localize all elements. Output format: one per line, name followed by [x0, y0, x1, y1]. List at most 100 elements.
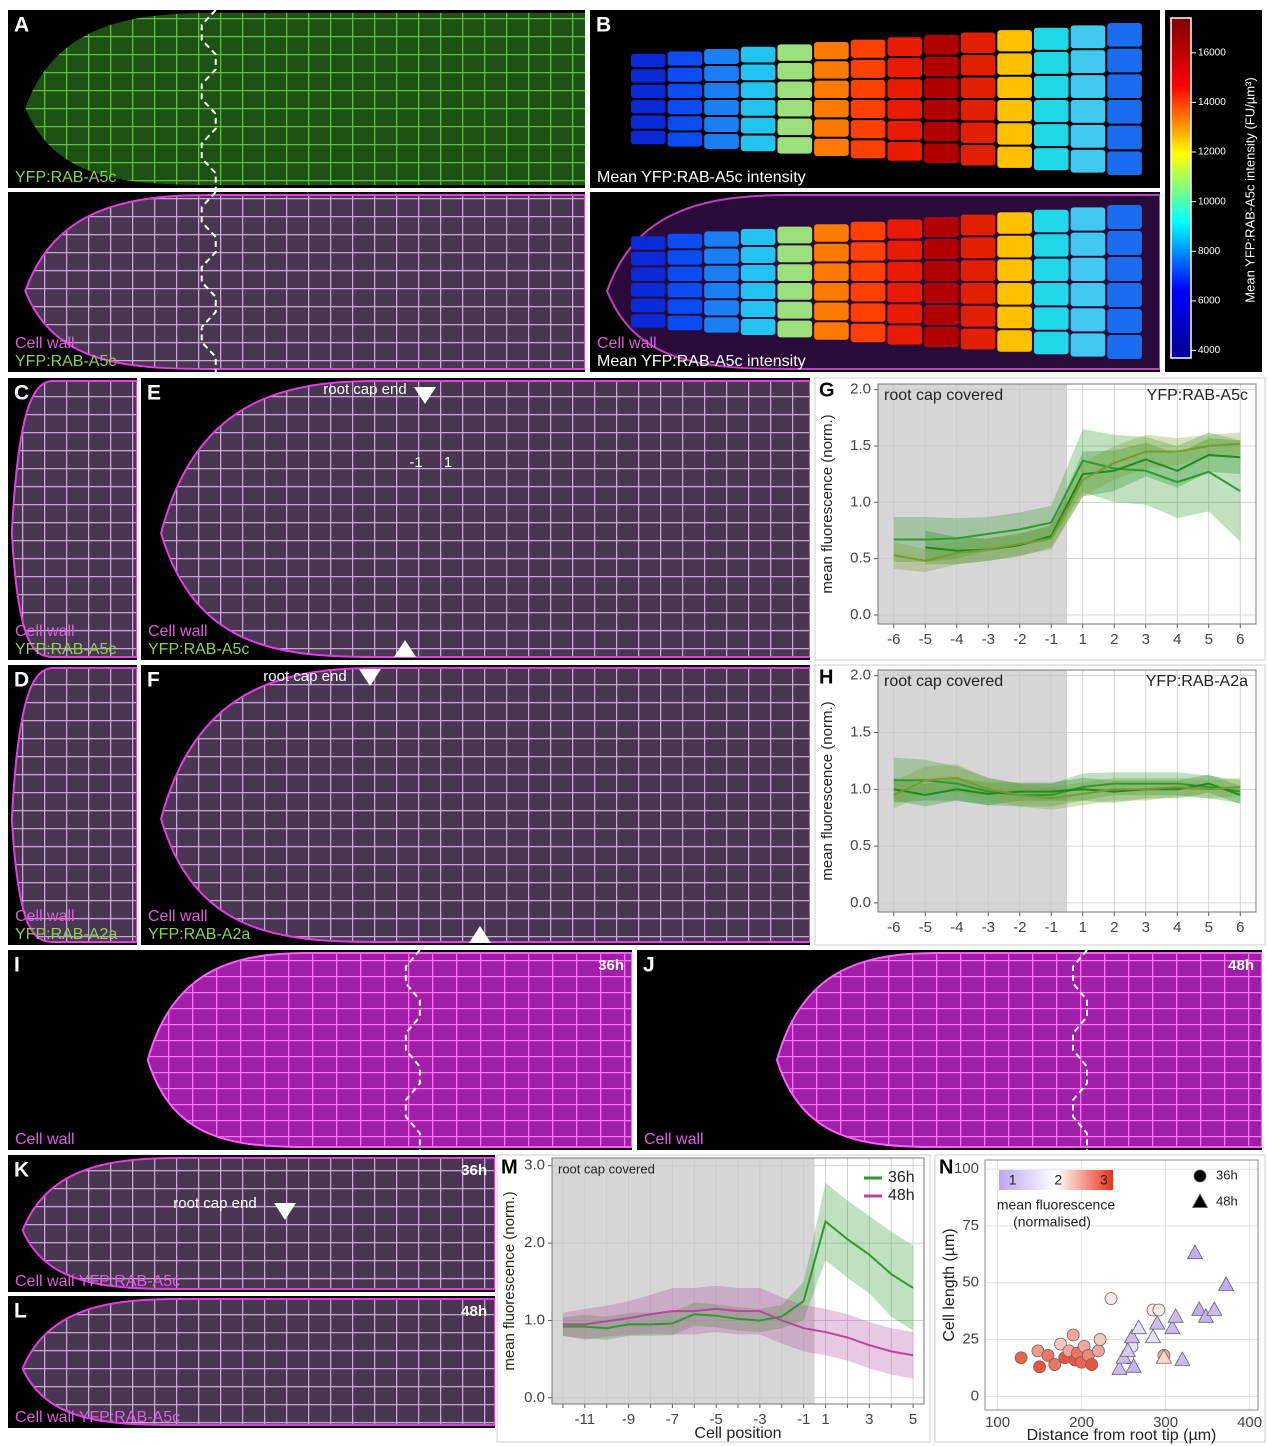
channel-label: Mean YFP:RAB-A5c intensity	[597, 169, 806, 186]
y-axis-title: mean fluorescence (norm.)	[819, 414, 836, 593]
point	[1085, 1358, 1099, 1371]
color-scale-tick-label: 1	[1009, 1172, 1017, 1188]
cell	[1107, 283, 1142, 307]
cell	[630, 84, 666, 98]
cell	[814, 80, 849, 98]
cell	[924, 261, 959, 281]
cell	[850, 283, 886, 302]
cell	[630, 298, 666, 313]
cell	[997, 212, 1032, 234]
annotation: -1	[409, 454, 422, 471]
y-tick-label: 0.5	[850, 550, 871, 567]
channel-label: Cell wall	[15, 335, 75, 352]
cell	[777, 44, 813, 61]
cell	[814, 283, 849, 301]
arrowhead	[469, 926, 491, 943]
x-tick-label: -1	[1045, 919, 1058, 936]
y-axis-title: Cell length (µm)	[941, 1228, 958, 1341]
point	[1191, 1301, 1208, 1316]
channel-label: YFP:RAB-A5c	[15, 353, 116, 370]
cell	[740, 82, 776, 98]
annotation: root cap covered	[558, 1161, 655, 1176]
cell	[850, 120, 886, 139]
panel-letter: L	[14, 1300, 27, 1323]
cell	[1070, 149, 1106, 173]
point	[1048, 1358, 1062, 1371]
cell	[740, 265, 776, 281]
cell	[960, 283, 996, 304]
cell	[1033, 148, 1069, 171]
y-axis-title: mean fluorescence (norm.)	[819, 701, 836, 880]
y-tick-label: 1.5	[850, 437, 871, 454]
x-tick-label: -2	[1013, 631, 1026, 648]
cell	[740, 135, 776, 152]
cell	[997, 146, 1032, 168]
point	[1130, 1319, 1147, 1335]
colorbar-title: Mean YFP:RAB-A5c intensity (FU/µm³)	[1242, 77, 1257, 302]
cell	[924, 239, 959, 259]
cell	[997, 330, 1032, 352]
tissue	[10, 380, 137, 658]
cell	[850, 59, 886, 78]
point	[1054, 1337, 1067, 1351]
color-scale-tick-label: 3	[1100, 1172, 1108, 1188]
cell	[960, 328, 996, 350]
cell	[814, 61, 849, 79]
series-line	[562, 1219, 914, 1330]
series-line	[893, 459, 1241, 541]
cell	[960, 32, 996, 53]
cell	[814, 100, 849, 118]
cell	[777, 320, 813, 338]
cell	[1033, 331, 1069, 355]
x-tick-label: -5	[919, 919, 932, 936]
colorbar-tick-label: 10000	[1198, 196, 1226, 207]
cell	[740, 46, 776, 63]
cell	[960, 77, 996, 98]
x-tick-label: 5	[909, 1411, 917, 1428]
panel-letter: B	[596, 14, 611, 37]
tissue	[160, 380, 810, 658]
x-tick-label: 5	[1205, 919, 1213, 936]
cell	[814, 138, 849, 157]
cell	[1070, 75, 1106, 98]
color-scale-tick-label: 2	[1054, 1172, 1062, 1188]
arrowhead	[359, 669, 381, 686]
channel-label: Cell wall	[644, 1131, 704, 1148]
cell	[630, 100, 666, 114]
channel-label: YFP:RAB-A2a	[148, 926, 250, 943]
cell	[740, 117, 776, 134]
x-tick-label: 3	[865, 1411, 873, 1428]
point	[1217, 1276, 1235, 1291]
x-tick-label: -6	[887, 631, 900, 648]
cell	[887, 100, 923, 119]
cell	[1033, 283, 1069, 306]
x-tick-label: 6	[1236, 919, 1244, 936]
cell	[1033, 307, 1069, 330]
plot-border	[877, 383, 1257, 625]
cell	[1070, 333, 1106, 357]
time-label: 36h	[598, 957, 624, 974]
cell	[887, 304, 923, 324]
cell	[630, 130, 666, 145]
y-tick-label: 2.0	[850, 381, 871, 398]
error-ribbon	[893, 432, 1241, 573]
arrowhead	[394, 640, 416, 657]
plot-border	[551, 1157, 925, 1405]
cell	[997, 100, 1032, 122]
cell	[850, 140, 886, 159]
image-panel: A YFP:RAB-A5c	[8, 10, 585, 188]
point	[1093, 1333, 1107, 1346]
cell	[997, 76, 1032, 98]
cell	[1107, 125, 1142, 150]
cell	[667, 233, 703, 249]
x-tick-label: 300	[1153, 1414, 1178, 1431]
cell	[667, 283, 703, 298]
cell	[704, 49, 739, 65]
colorbar-tick-label: 12000	[1198, 147, 1226, 158]
cell	[960, 145, 996, 166]
cell	[960, 122, 996, 144]
x-tick-label: 100	[985, 1414, 1010, 1431]
x-tick-label: -1	[797, 1411, 810, 1428]
